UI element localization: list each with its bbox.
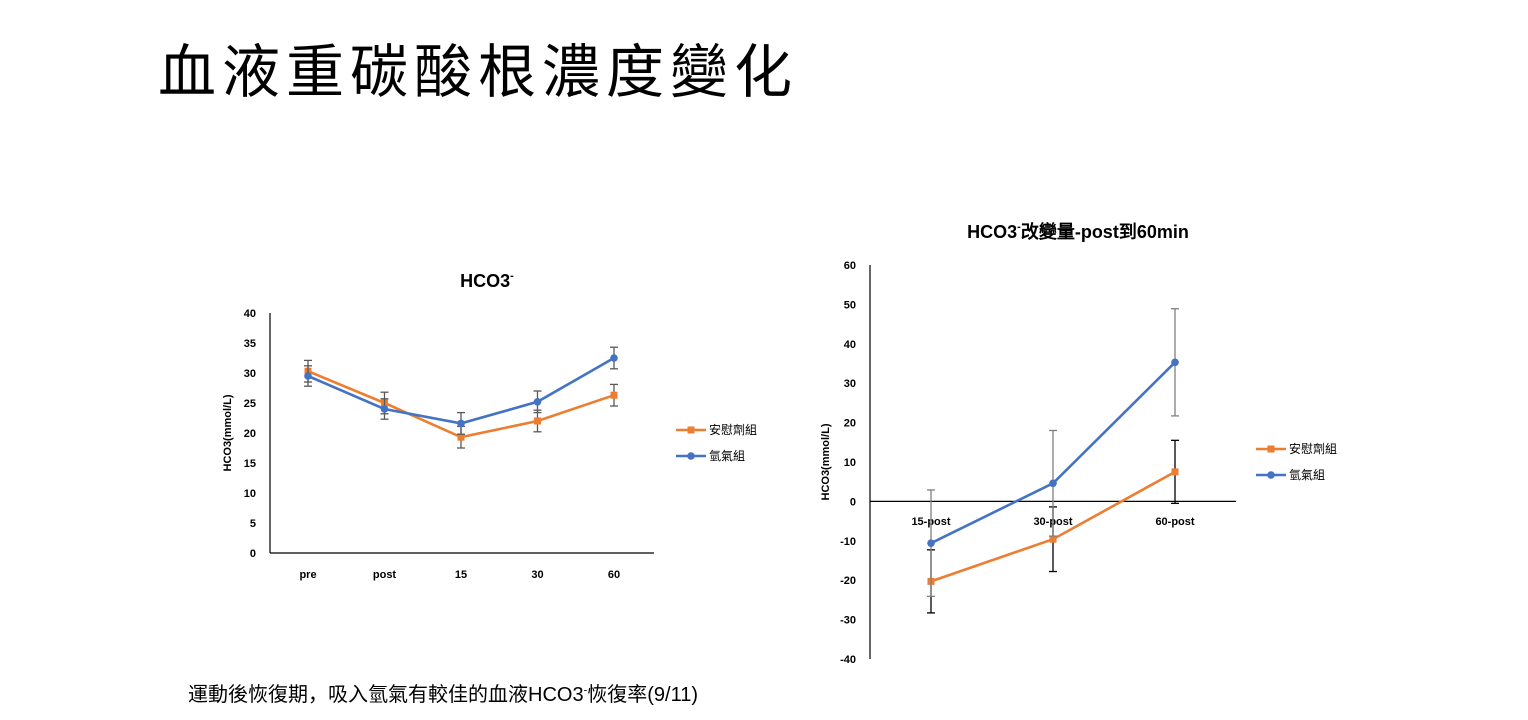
x-tick-label: 60-post (1155, 516, 1194, 528)
caption-end: 恢復率(9/11) (587, 684, 699, 706)
data-point-circle (380, 405, 389, 413)
y-tick-label: -30 (840, 615, 856, 627)
caption-sup: - (583, 684, 588, 697)
legend-entry-0: 安慰劑組 (676, 422, 757, 437)
y-tick-label: 10 (844, 457, 856, 469)
legend-entry-1: 氫氣組 (1256, 467, 1325, 482)
legend-entry-0: 安慰劑組 (1256, 441, 1337, 456)
x-tick-label: 15 (455, 569, 467, 581)
y-tick-label: 50 (844, 299, 856, 311)
y-tick-label: -20 (840, 575, 856, 587)
data-point-circle (610, 354, 618, 362)
data-point-square (610, 391, 618, 399)
data-point-circle (533, 398, 542, 406)
caption-main: 運動後恢復期，吸入氫氣有較佳的血液HCO3 (188, 684, 584, 706)
data-point-square (1171, 468, 1179, 476)
data-point-square (534, 417, 541, 425)
slide-title: 血液重碳酸根濃度變化 (158, 38, 799, 106)
legend-marker-circle (687, 452, 695, 460)
y-tick-label: 20 (844, 418, 856, 430)
data-point-square (1049, 535, 1057, 543)
data-point-circle (927, 539, 935, 547)
y-tick-label: 40 (844, 339, 856, 351)
y-tick-label: 30 (244, 368, 256, 380)
y-tick-label: 25 (244, 398, 256, 410)
y-tick-label: 0 (250, 548, 256, 560)
chart-hco3-change: HCO3-改變量-post到60min -40 -30 -20 -10 0 10 20 30 4… (820, 221, 1337, 666)
y-tick-label: 30 (844, 378, 856, 390)
legend-entry-1: 氫氣組 (676, 448, 745, 463)
data-point-square (457, 433, 465, 441)
y-tick-label: 60 (844, 260, 856, 272)
y-tick-label: 15 (244, 458, 256, 470)
x-tick-label: post (373, 569, 397, 581)
y-axis-title: HCO3(mmol/L) (222, 394, 234, 471)
slide-caption: 運動後恢復期，吸入氫氣有較佳的血液HCO3-恢復率(9/11) (188, 683, 698, 707)
legend-label: 氫氣組 (1289, 467, 1325, 482)
y-tick-label: -10 (840, 536, 856, 548)
y-axis-title: HCO3(mmol/L) (820, 423, 832, 500)
y-tick-label: 35 (244, 338, 256, 350)
y-tick-label: 20 (244, 428, 256, 440)
legend-label: 安慰劑組 (709, 422, 757, 437)
data-point-circle (457, 419, 465, 428)
x-tick-label: 60 (608, 569, 620, 581)
legend-marker-square (687, 426, 695, 434)
y-tick-label: -40 (840, 654, 856, 666)
legend-marker-circle (1267, 471, 1275, 479)
chart-hco3: HCO3- 0 5 10 15 20 25 30 35 40 pre post 15 30 60 HCO3(… (222, 270, 757, 581)
y-tick-label: 5 (250, 518, 256, 530)
legend-label: 安慰劑組 (1289, 441, 1337, 456)
y-tick-label: 40 (244, 308, 256, 320)
legend-marker-square (1267, 445, 1275, 453)
y-tick-label: 10 (244, 488, 256, 500)
x-tick-label: pre (299, 569, 316, 581)
data-point-circle (1049, 479, 1057, 488)
data-point-circle (1171, 358, 1179, 367)
x-tick-label: 30 (531, 569, 543, 581)
legend-label: 氫氣組 (709, 448, 745, 463)
y-tick-label: 0 (850, 496, 856, 508)
chart2-title: HCO3-改變量-post到60min (967, 221, 1189, 242)
data-point-circle (304, 372, 312, 380)
chart1-title: HCO3- (460, 270, 514, 291)
